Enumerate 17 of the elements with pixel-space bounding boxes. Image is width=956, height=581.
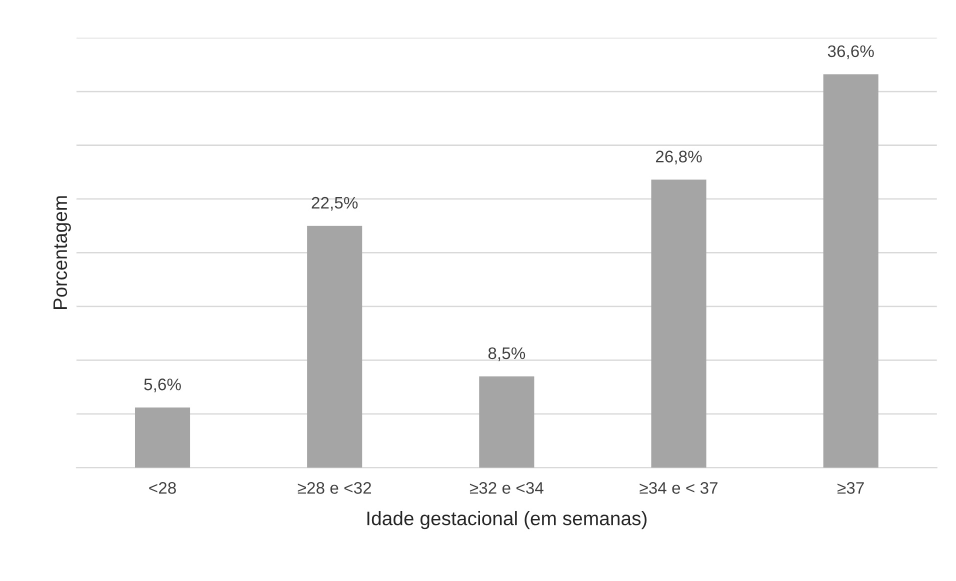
x-tick-label: ≥37 xyxy=(838,482,864,494)
data-label: 22,5% xyxy=(312,196,358,211)
x-axis-title: Idade gestacional (em semanas) xyxy=(367,511,647,530)
y-axis-title: Porcentagem xyxy=(54,196,71,309)
bar xyxy=(307,226,362,468)
bar xyxy=(479,376,534,468)
x-tick-label: ≥32 e <34 xyxy=(470,482,544,494)
data-label: 26,8% xyxy=(656,150,702,164)
data-label: 5,6% xyxy=(144,378,181,392)
data-label: 36,6% xyxy=(828,45,874,60)
bar xyxy=(823,74,878,468)
x-tick-label: ≥28 e <32 xyxy=(298,482,372,494)
bar xyxy=(651,180,706,468)
data-label: 8,5% xyxy=(488,347,526,362)
x-tick-label: ≥34 e < 37 xyxy=(640,482,718,494)
bar xyxy=(134,408,190,468)
x-tick-label: <28 xyxy=(149,482,176,494)
